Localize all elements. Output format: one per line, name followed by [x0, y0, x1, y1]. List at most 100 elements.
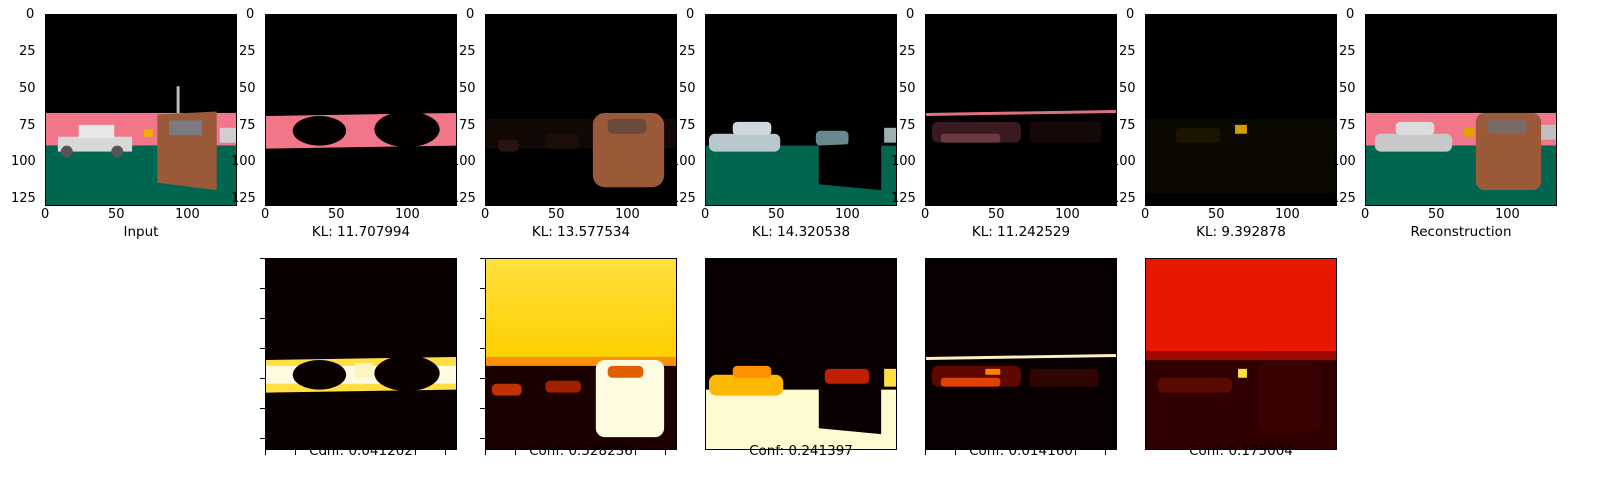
y-tick-label: 25 [1119, 44, 1136, 59]
y-tick-label: 125 [1331, 191, 1356, 206]
x-tick-label: 100 [1275, 207, 1300, 222]
y-tick-label: 0 [686, 7, 695, 22]
y-tick-label: 75 [1119, 118, 1136, 133]
tick [635, 450, 636, 455]
y-tick-label: 25 [679, 44, 696, 59]
tick [445, 450, 446, 455]
component-4-image-panel [925, 14, 1117, 206]
caption-conf-4: Conf: 0.014160 [969, 443, 1073, 459]
input-image [46, 15, 236, 205]
tick [260, 408, 265, 409]
y-tick-label: 75 [1339, 118, 1356, 133]
caption-kl-5: KL: 9.392878 [1196, 224, 1286, 240]
y-tick-label: 100 [1331, 154, 1356, 169]
x-tick-label: 100 [395, 207, 420, 222]
caption-kl-2: KL: 13.577534 [531, 224, 631, 240]
y-tick-label: 75 [679, 118, 696, 133]
caption-conf-3: Conf: 0.241397 [749, 443, 853, 459]
x-tick-label: 100 [835, 207, 860, 222]
tick [260, 438, 265, 439]
y-tick-label: 50 [1119, 81, 1136, 96]
x-tick-label: 100 [615, 207, 640, 222]
y-tick-label: 100 [11, 154, 36, 169]
y-tick-label: 125 [231, 191, 256, 206]
tick [925, 450, 926, 455]
y-tick-label: 25 [899, 44, 916, 59]
y-tick-label: 100 [671, 154, 696, 169]
tick [480, 378, 485, 379]
x-tick-label: 0 [701, 207, 710, 222]
confidence-map-5 [1146, 259, 1336, 449]
y-tick-label: 50 [679, 81, 696, 96]
x-tick-label: 100 [1055, 207, 1080, 222]
y-tick-label: 100 [1111, 154, 1136, 169]
x-tick-label: 0 [481, 207, 490, 222]
tick [260, 288, 265, 289]
confidence-map-4-panel [925, 258, 1117, 450]
tick [265, 450, 266, 455]
y-tick-label: 125 [891, 191, 916, 206]
x-tick-label: 50 [328, 207, 345, 222]
y-tick-label: 25 [239, 44, 256, 59]
tick [480, 408, 485, 409]
component-4-image [926, 15, 1116, 205]
y-tick-label: 0 [1126, 7, 1135, 22]
reconstruction-image [1366, 15, 1556, 205]
caption-kl-1: KL: 11.707994 [311, 224, 411, 240]
tick [415, 450, 416, 455]
caption-conf-1: Conf: 0.041202 [309, 443, 413, 459]
y-tick-label: 75 [239, 118, 256, 133]
component-3-image [706, 15, 896, 205]
caption-input: Input [123, 224, 159, 240]
x-tick-label: 0 [41, 207, 50, 222]
confidence-map-1-panel [265, 258, 457, 450]
y-tick-label: 50 [19, 81, 36, 96]
x-tick-label: 50 [768, 207, 785, 222]
y-tick-label: 0 [1346, 7, 1355, 22]
x-tick-label: 50 [548, 207, 565, 222]
y-tick-label: 100 [231, 154, 256, 169]
y-tick-label: 50 [1339, 81, 1356, 96]
tick [480, 288, 485, 289]
tick [955, 450, 956, 455]
y-tick-label: 125 [451, 191, 476, 206]
component-2-image [486, 15, 676, 205]
y-tick-label: 50 [899, 81, 916, 96]
y-tick-label: 75 [899, 118, 916, 133]
x-tick-label: 50 [988, 207, 1005, 222]
tick [480, 348, 485, 349]
tick [1075, 450, 1076, 455]
x-tick-label: 0 [1141, 207, 1150, 222]
input-image-panel [45, 14, 237, 206]
y-tick-label: 75 [459, 118, 476, 133]
y-tick-label: 0 [26, 7, 35, 22]
component-3-image-panel [705, 14, 897, 206]
confidence-map-5-panel [1145, 258, 1337, 450]
tick [1105, 450, 1106, 455]
y-tick-label: 125 [671, 191, 696, 206]
component-5-image-panel [1145, 14, 1337, 206]
x-tick-label: 0 [1361, 207, 1370, 222]
reconstruction-image-panel [1365, 14, 1557, 206]
caption-kl-4: KL: 11.242529 [971, 224, 1071, 240]
y-tick-label: 0 [466, 7, 475, 22]
component-1-image-panel [265, 14, 457, 206]
component-5-image [1146, 15, 1336, 205]
y-tick-label: 100 [451, 154, 476, 169]
tick [665, 450, 666, 455]
tick [260, 348, 265, 349]
x-tick-label: 50 [108, 207, 125, 222]
x-tick-label: 100 [1495, 207, 1520, 222]
tick [480, 438, 485, 439]
caption-conf-5: Conf: 0.175004 [1189, 443, 1293, 459]
y-tick-label: 100 [891, 154, 916, 169]
x-tick-label: 50 [1428, 207, 1445, 222]
caption-kl-3: KL: 14.320538 [751, 224, 851, 240]
caption-conf-2: Conf: 0.528236 [529, 443, 633, 459]
tick [480, 258, 485, 259]
x-tick-label: 0 [921, 207, 930, 222]
y-tick-label: 125 [1111, 191, 1136, 206]
y-tick-label: 125 [11, 191, 36, 206]
x-tick-label: 100 [175, 207, 200, 222]
component-1-image [266, 15, 456, 205]
